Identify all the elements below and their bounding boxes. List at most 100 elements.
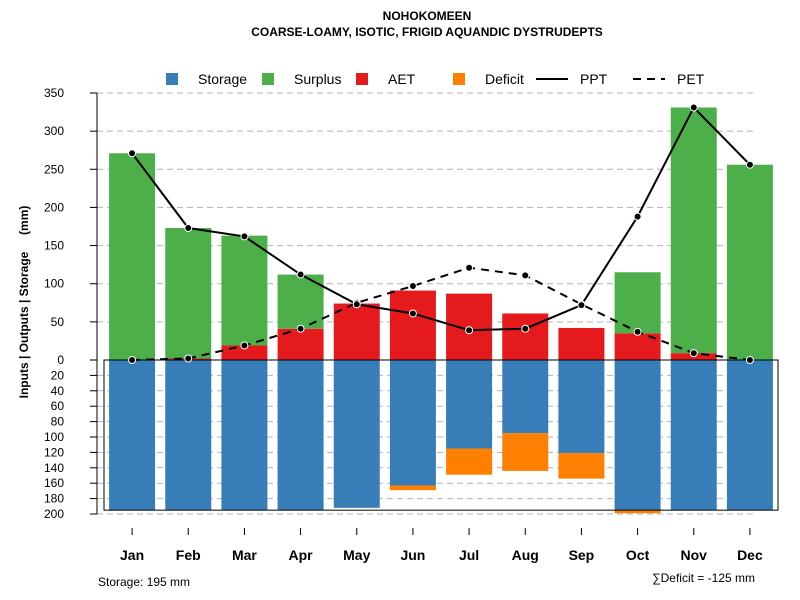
ppt-point <box>296 270 305 279</box>
surplus-bar <box>165 228 212 359</box>
frame <box>103 359 779 511</box>
ppt-point <box>465 326 474 335</box>
pet-point <box>240 341 249 350</box>
storage-bar <box>221 360 268 511</box>
y-tick-label: 20 <box>51 368 65 382</box>
legend-label: AET <box>388 71 416 87</box>
y-tick-label: 350 <box>44 86 64 100</box>
x-tick-label: Apr <box>289 547 314 563</box>
y-tick-label: 100 <box>44 430 64 444</box>
axes: 0501001502002503003502040608010012014016… <box>44 86 763 563</box>
x-tick-label: Mar <box>232 547 257 563</box>
lines <box>128 103 754 364</box>
ppt-point <box>352 300 361 309</box>
deficit-bar <box>558 453 605 479</box>
legend-swatch <box>262 73 274 85</box>
y-tick-label: 0 <box>57 353 64 367</box>
surplus-bar <box>670 107 717 354</box>
aet-bar <box>389 290 436 360</box>
storage-bar <box>446 360 493 449</box>
pet-point <box>128 356 137 364</box>
legend: Storage Surplus AET Deficit PPT PET <box>166 71 705 87</box>
storage-bar <box>277 360 324 511</box>
legend-label: PET <box>677 71 705 87</box>
aet-bar <box>558 327 605 360</box>
pet-point <box>296 324 305 333</box>
x-tick-label: Oct <box>626 547 650 563</box>
y-tick-label: 150 <box>44 239 64 253</box>
ppt-point <box>633 212 642 221</box>
storage-bar <box>614 360 661 511</box>
ppt-point <box>577 301 586 310</box>
ppt-point <box>745 160 754 169</box>
storage-bar <box>502 360 549 434</box>
storage-bar <box>389 360 436 486</box>
y-tick-label: 100 <box>44 277 64 291</box>
surplus-bar <box>614 272 661 334</box>
y-tick-label: 180 <box>44 492 64 506</box>
deficit-note: ∑Deficit = -125 mm <box>652 571 755 585</box>
x-tick-label: Sep <box>569 547 595 563</box>
storage-bar <box>333 360 380 508</box>
y-tick-label: 140 <box>44 461 64 475</box>
legend-label: Storage <box>198 71 247 87</box>
legend-swatch <box>166 73 178 85</box>
x-tick-label: Aug <box>512 547 539 563</box>
legend-swatch <box>356 73 368 85</box>
y-tick-label: 50 <box>51 315 65 329</box>
storage-note: Storage: 195 mm <box>98 575 190 589</box>
storage-bar <box>726 360 773 511</box>
bars <box>109 107 773 514</box>
y-tick-label: 120 <box>44 445 64 459</box>
pet-point <box>408 282 417 291</box>
x-tick-label: Jan <box>120 547 144 563</box>
legend-label: PPT <box>580 71 608 87</box>
x-tick-label: Jun <box>400 547 425 563</box>
chart-subtitle: COARSE-LOAMY, ISOTIC, FRIGID AQUANDIC DY… <box>251 25 603 39</box>
aet-bar <box>333 303 380 360</box>
deficit-bar <box>446 448 493 475</box>
pet-point <box>689 349 698 358</box>
legend-swatch <box>453 73 465 85</box>
surplus-bar <box>221 235 268 346</box>
ppt-point <box>408 309 417 318</box>
y-tick-label: 300 <box>44 124 64 138</box>
pet-point <box>633 327 642 336</box>
chart-title: NOHOKOMEEN <box>383 9 472 23</box>
pet-point <box>745 356 754 364</box>
y-tick-label: 200 <box>44 200 64 214</box>
y-tick-label: 60 <box>51 399 65 413</box>
ppt-point <box>689 103 698 112</box>
deficit-bar <box>389 485 436 491</box>
ppt-point <box>240 232 249 241</box>
y-tick-label: 160 <box>44 476 64 490</box>
storage-bar <box>109 360 156 511</box>
storage-bar <box>165 360 212 511</box>
x-tick-label: May <box>343 547 370 563</box>
deficit-bar <box>614 510 661 514</box>
storage-bar <box>558 360 605 454</box>
legend-label: Deficit <box>485 71 524 87</box>
surplus-bar <box>109 153 156 360</box>
ppt-point <box>128 149 137 158</box>
ppt-point <box>521 324 530 333</box>
ppt-line <box>131 105 751 332</box>
pet-point <box>465 263 474 272</box>
y-axis-label: Inputs | Outputs | Storage (mm) <box>17 206 31 399</box>
y-tick-label: 80 <box>51 415 65 429</box>
y-tick-label: 40 <box>51 384 65 398</box>
deficit-bar <box>502 433 549 471</box>
y-tick-label: 250 <box>44 162 64 176</box>
x-tick-label: Dec <box>737 547 763 563</box>
aet-bar <box>502 313 549 360</box>
legend-label: Surplus <box>294 71 341 87</box>
pet-point <box>521 271 530 280</box>
storage-bar <box>670 360 717 511</box>
pet-point <box>184 354 193 363</box>
ppt-point <box>184 224 193 233</box>
x-tick-label: Jul <box>459 547 479 563</box>
pet-line <box>132 266 751 361</box>
x-tick-label: Nov <box>681 547 708 563</box>
surplus-bar <box>726 164 773 360</box>
